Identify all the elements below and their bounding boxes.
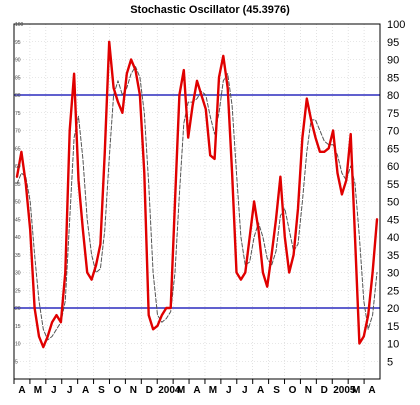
y-tick-label-left: 40 xyxy=(15,235,21,241)
y-tick-label: 100 xyxy=(387,19,405,31)
y-tick-label: 5 xyxy=(387,356,393,368)
chart-title: Stochastic Oscillator (45.3976) xyxy=(130,4,290,16)
y-tick-label-left: 75 xyxy=(15,111,21,117)
y-tick-label-left: 100 xyxy=(15,22,24,28)
k-line-series xyxy=(15,40,379,349)
x-tick-label: O xyxy=(114,385,122,396)
y-tick-label: 15 xyxy=(387,321,399,333)
y-tick-label-left: 60 xyxy=(15,164,21,170)
y-tick-label: 25 xyxy=(387,285,399,297)
y-tick-label: 45 xyxy=(387,214,399,226)
series-layer xyxy=(15,40,379,349)
x-tick-label: M xyxy=(34,385,42,396)
x-tick-label: M xyxy=(177,385,185,396)
y-tick-label-left: 35 xyxy=(15,253,21,259)
x-tick-label: M xyxy=(209,385,217,396)
y-tick-label-left: 45 xyxy=(15,217,21,223)
x-tick-label: J xyxy=(67,385,73,396)
y-tick-label-left: 55 xyxy=(15,182,21,188)
x-tick-label: A xyxy=(257,385,264,396)
y-axis-ticks: 5510101515202025253030353540404545505055… xyxy=(15,19,405,368)
y-tick-label: 60 xyxy=(387,161,399,173)
y-tick-label: 50 xyxy=(387,197,399,209)
y-tick-label: 55 xyxy=(387,179,399,191)
x-tick-label: J xyxy=(242,385,248,396)
y-tick-label-left: 5 xyxy=(15,359,18,365)
y-tick-label: 65 xyxy=(387,143,399,155)
y-tick-label: 95 xyxy=(387,37,399,49)
y-tick-label-left: 70 xyxy=(15,129,21,135)
y-tick-label: 70 xyxy=(387,126,399,138)
y-tick-label-left: 80 xyxy=(15,93,21,99)
y-tick-label-left: 65 xyxy=(15,146,21,152)
x-tick-label: A xyxy=(193,385,200,396)
x-tick-label: M xyxy=(352,385,360,396)
x-tick-label: A xyxy=(82,385,89,396)
x-tick-label: S xyxy=(273,385,280,396)
x-tick-label: N xyxy=(305,385,312,396)
y-tick-label-left: 50 xyxy=(15,200,21,206)
y-tick-label-left: 20 xyxy=(15,306,21,312)
y-tick-label: 75 xyxy=(387,108,399,120)
y-tick-label-left: 10 xyxy=(15,342,21,348)
plot-frame xyxy=(13,23,381,380)
y-tick-label-left: 25 xyxy=(15,288,21,294)
x-tick-label: 2004 xyxy=(158,385,181,396)
y-tick-label: 20 xyxy=(387,303,399,315)
x-tick-label: S xyxy=(98,385,105,396)
x-tick-label: O xyxy=(289,385,297,396)
x-tick-label: A xyxy=(368,385,375,396)
y-tick-label-left: 85 xyxy=(15,75,21,81)
y-tick-label: 80 xyxy=(387,90,399,102)
y-tick-label-left: 90 xyxy=(15,58,21,64)
x-tick-label: J xyxy=(51,385,57,396)
x-tick-label: J xyxy=(226,385,232,396)
y-tick-label: 90 xyxy=(387,55,399,67)
x-tick-label: N xyxy=(130,385,137,396)
y-tick-label-left: 30 xyxy=(15,271,21,277)
y-tick-label-left: 15 xyxy=(15,324,21,330)
y-tick-label: 10 xyxy=(387,339,399,351)
x-tick-label: 2005 xyxy=(333,385,356,396)
x-tick-label: D xyxy=(146,385,153,396)
y-tick-label: 35 xyxy=(387,250,399,262)
y-tick-label: 85 xyxy=(387,72,399,84)
y-tick-label: 40 xyxy=(387,232,399,244)
x-tick-label: A xyxy=(18,385,25,396)
y-tick-label: 30 xyxy=(387,268,399,280)
x-tick-label: D xyxy=(321,385,328,396)
y-tick-label-left: 95 xyxy=(15,40,21,46)
